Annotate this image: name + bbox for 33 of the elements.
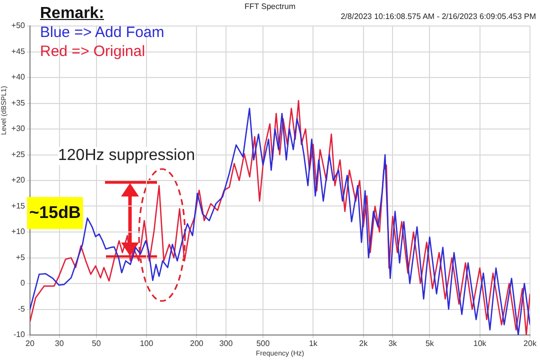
x-tick-label: 3k [388, 339, 398, 348]
y-tick-label: -10 [13, 330, 26, 340]
y-tick-label: +45 [11, 46, 26, 56]
x-tick-label: 300 [219, 339, 234, 348]
y-tick-label: +10 [11, 227, 26, 236]
annotation: 120Hz suppression [58, 147, 195, 165]
y-tick-label: +20 [11, 176, 26, 185]
x-tick-label: 5k [425, 339, 435, 348]
x-tick-label: 50 [92, 339, 102, 348]
y-tick-label: 0 [20, 278, 26, 288]
y-tick-label: -5 [18, 304, 26, 314]
text: Red => Original [40, 42, 146, 61]
y-tick-label: +40 [11, 72, 26, 82]
x-tick-label: 20 [26, 339, 35, 348]
x-tick-label: 20k [524, 339, 538, 348]
x-tick-label: 500 [256, 339, 270, 348]
x-tick-label: 10k [473, 339, 488, 348]
y-tick-label: +35 [11, 98, 26, 108]
legend-title: Remark: [40, 4, 106, 23]
x-tick-label: 100 [140, 339, 154, 348]
y-tick-label: +15 [11, 201, 26, 210]
x-tick-label: 1k [308, 339, 318, 348]
annotation: ~15dB [27, 197, 83, 229]
x-tick-label: 2k [359, 339, 369, 348]
x-tick-label: 30 [54, 339, 64, 348]
y-tick-label: +30 [11, 124, 26, 134]
chart-subtitle: 2/8/2023 10:16:08.575 AM - 2/16/2023 6:09:05.453 PM [340, 12, 536, 21]
y-tick-label: +5 [16, 252, 26, 262]
chart-title: FFT Spectrum [244, 2, 296, 11]
y-tick-label: +50 [11, 21, 26, 30]
y-tick-label: +25 [11, 150, 26, 159]
text: Blue => Add Foam [40, 23, 164, 42]
x-tick-label: 200 [190, 339, 204, 348]
